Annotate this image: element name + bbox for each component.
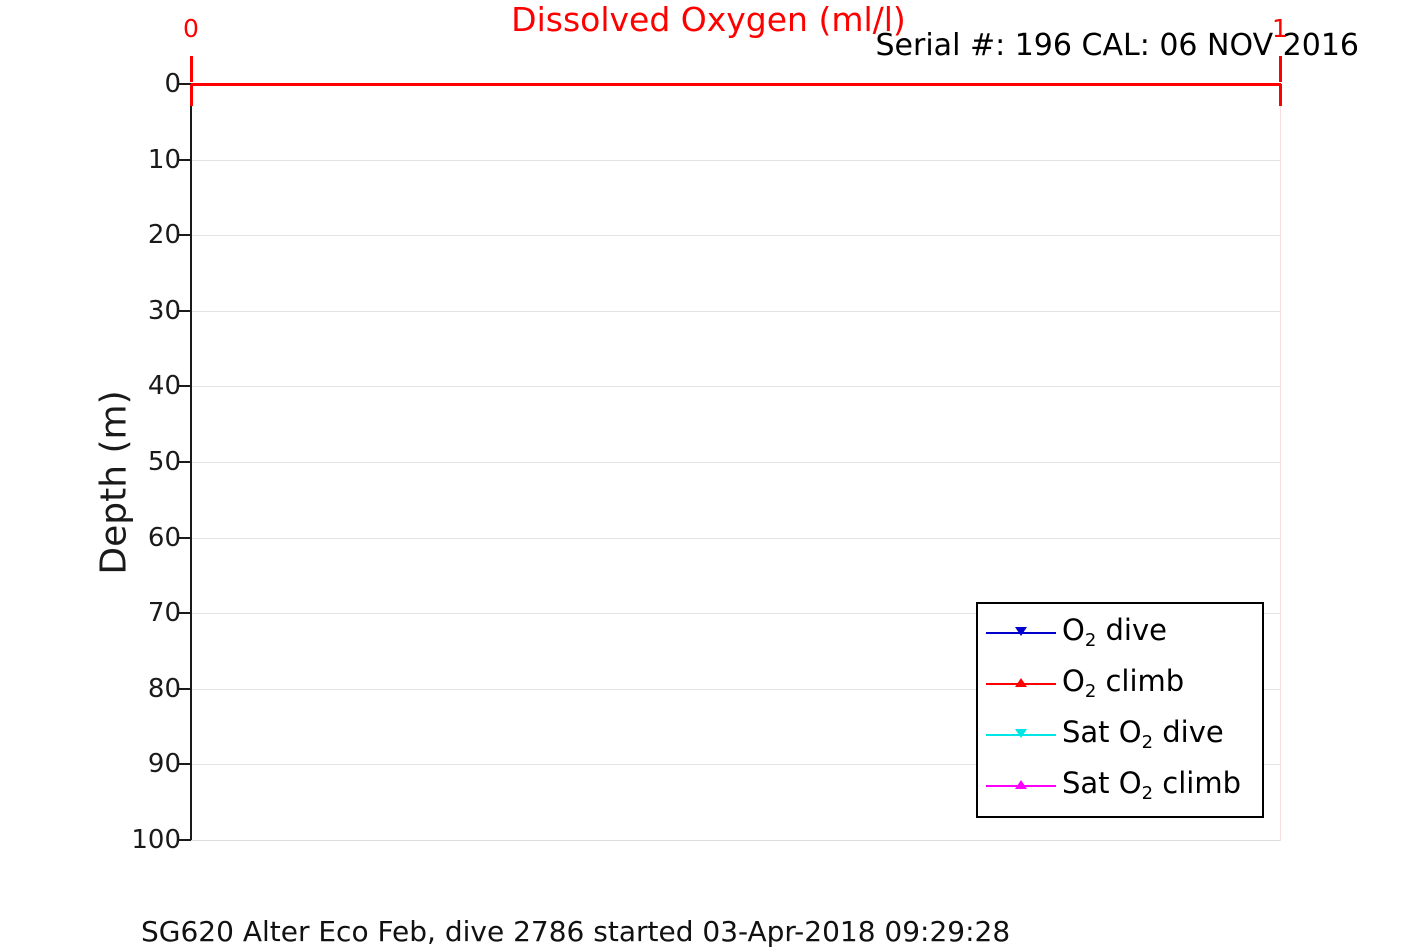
y-tick-10 <box>178 159 191 161</box>
gridline-y-60 <box>191 538 1280 539</box>
plot-right-edge <box>1280 86 1281 841</box>
figure-caption: SG620 Alter Eco Feb, dive 2786 started 0… <box>141 915 1011 948</box>
y-tick-label-80: 80 <box>147 674 181 704</box>
y-tick-label-50: 50 <box>147 447 181 477</box>
legend-up-triangle-icon <box>1015 780 1027 789</box>
legend-label-2: Sat O2 dive <box>1062 715 1224 753</box>
y-tick-label-40: 40 <box>147 371 181 401</box>
legend-label-1: O2 climb <box>1062 664 1185 702</box>
y-tick-label-60: 60 <box>147 523 181 553</box>
legend-item-0[interactable]: O2 dive <box>978 606 1266 660</box>
y-tick-40 <box>178 385 191 387</box>
x-tick-inner-1 <box>1279 84 1282 106</box>
y-tick-80 <box>178 688 191 690</box>
gridline-y-50 <box>191 462 1280 463</box>
y-tick-label-10: 10 <box>147 145 181 175</box>
legend-swatch-2 <box>986 725 1056 745</box>
y-tick-30 <box>178 310 191 312</box>
legend-up-triangle-icon <box>1015 678 1027 687</box>
legend-label-0: O2 dive <box>1062 613 1167 651</box>
y-axis-line <box>190 84 192 841</box>
x-tick-inner-0 <box>190 84 193 106</box>
legend-swatch-1 <box>986 674 1056 694</box>
x-axis-top-line <box>191 83 1281 86</box>
x-tick-0 <box>190 56 193 82</box>
y-tick-label-90: 90 <box>147 749 181 779</box>
y-tick-90 <box>178 763 191 765</box>
gridline-y-80 <box>191 689 1280 690</box>
legend[interactable]: O2 dive O2 climb Sat O2 dive Sat O2 climb <box>976 602 1264 818</box>
y-axis-title: Depth (m) <box>93 390 135 575</box>
legend-item-1[interactable]: O2 climb <box>978 657 1266 711</box>
gridline-y-40 <box>191 386 1280 387</box>
y-tick-20 <box>178 234 191 236</box>
gridline-y-10 <box>191 160 1280 161</box>
y-tick-label-70: 70 <box>147 598 181 628</box>
x-tick-1 <box>1279 56 1282 82</box>
legend-swatch-0 <box>986 623 1056 643</box>
y-tick-100 <box>178 839 191 841</box>
gridline-y-20 <box>191 235 1280 236</box>
gridline-y-90 <box>191 764 1280 765</box>
serial-cal-annotation: Serial #: 196 CAL: 06 NOV 2016 <box>875 28 1359 63</box>
chart-title: Dissolved Oxygen (ml/l) <box>511 0 906 39</box>
y-tick-label-100: 100 <box>131 825 181 855</box>
y-tick-70 <box>178 612 191 614</box>
x-tick-label-0: 0 <box>183 14 199 43</box>
legend-swatch-3 <box>986 776 1056 796</box>
y-tick-label-0: 0 <box>164 69 181 99</box>
gridline-y-70 <box>191 613 1280 614</box>
plot-bottom-edge <box>191 840 1280 841</box>
x-tick-label-1: 1 <box>1272 14 1288 43</box>
y-tick-0 <box>178 83 191 85</box>
legend-down-triangle-icon <box>1015 729 1027 738</box>
gridline-y-30 <box>191 311 1280 312</box>
y-tick-50 <box>178 461 191 463</box>
y-tick-60 <box>178 537 191 539</box>
legend-label-3: Sat O2 climb <box>1062 766 1241 804</box>
legend-item-2[interactable]: Sat O2 dive <box>978 708 1266 762</box>
y-tick-label-20: 20 <box>147 220 181 250</box>
y-tick-label-30: 30 <box>147 296 181 326</box>
legend-down-triangle-icon <box>1015 627 1027 636</box>
legend-item-3[interactable]: Sat O2 climb <box>978 759 1266 813</box>
